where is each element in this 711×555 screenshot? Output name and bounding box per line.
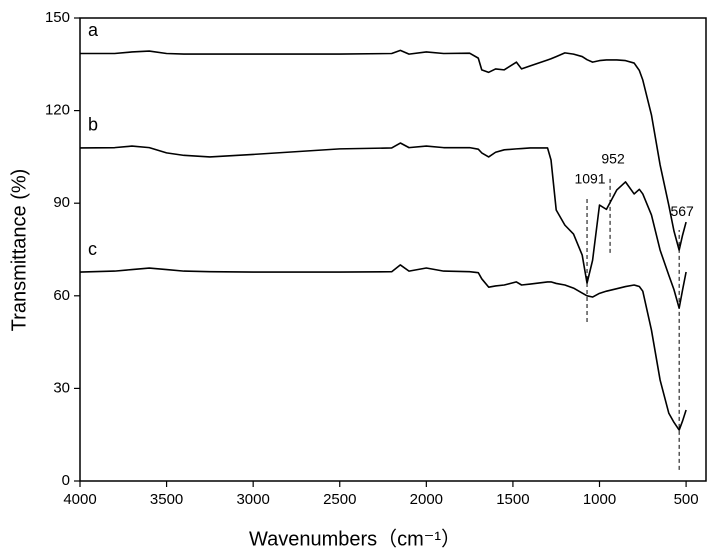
x-tick-label: 2500 xyxy=(323,491,356,508)
x-tick-label: 500 xyxy=(674,491,699,508)
series-label: a xyxy=(88,20,99,40)
y-axis-title: Transmittance (%) xyxy=(8,169,30,332)
y-tick-label: 30 xyxy=(53,379,70,396)
y-tick-label: 120 xyxy=(45,102,70,119)
peak-label: 952 xyxy=(601,151,625,167)
plot-frame xyxy=(79,17,707,482)
x-tick-label: 3500 xyxy=(150,491,183,508)
x-tick-label: 4000 xyxy=(63,491,96,508)
y-tick-label: 150 xyxy=(45,9,70,26)
y-tick-label: 60 xyxy=(53,287,70,304)
series-label: b xyxy=(88,115,98,135)
y-tick-label: 90 xyxy=(53,194,70,211)
y-tick-label: 0 xyxy=(62,472,70,489)
x-tick-label: 1500 xyxy=(496,491,529,508)
x-axis-title: Wavenumbers（cm⁻¹） xyxy=(249,527,461,550)
series-line xyxy=(79,142,687,309)
series-label: c xyxy=(88,239,97,259)
peak-label: 1091 xyxy=(574,171,605,187)
x-tick-label: 1000 xyxy=(583,491,616,508)
series-line xyxy=(80,49,687,251)
peak-label: 567 xyxy=(670,203,694,219)
x-tick-label: 3000 xyxy=(236,491,269,508)
x-tick-label: 2000 xyxy=(410,491,443,508)
series-line xyxy=(79,264,687,431)
